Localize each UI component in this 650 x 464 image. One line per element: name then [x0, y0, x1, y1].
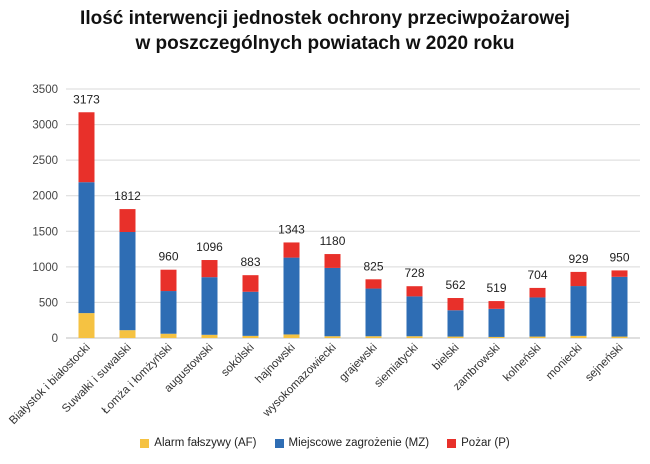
bar-segment	[365, 279, 382, 289]
bar-segment	[365, 288, 382, 337]
y-tick-label: 3000	[32, 120, 58, 132]
bar-segment	[406, 296, 423, 337]
bar-segment	[201, 260, 218, 278]
data-label-total: 883	[240, 255, 260, 269]
x-tick-label: kolneński	[501, 342, 543, 384]
bar-segment	[119, 231, 136, 331]
bar-segment	[119, 330, 136, 338]
bar-segment	[160, 269, 177, 292]
y-tick-label: 3500	[32, 84, 58, 96]
bar-segment	[324, 267, 341, 337]
bar-segment	[447, 298, 464, 311]
chart-title: Ilość interwencji jednostek ochrony prze…	[0, 6, 650, 56]
data-label-total: 929	[568, 252, 588, 266]
data-label-total: 519	[486, 281, 506, 295]
x-tick-label: moniecki	[544, 342, 585, 383]
bar-segment	[570, 286, 587, 336]
data-label-total: 1096	[196, 240, 223, 254]
x-tick-label: siemiatycki	[372, 342, 420, 390]
data-label-total: 960	[158, 250, 178, 264]
bar-segment	[283, 257, 300, 335]
chart-title-line1: Ilość interwencji jednostek ochrony prze…	[80, 8, 570, 29]
bar-segment	[611, 270, 628, 277]
x-tick-label: hajnowski	[253, 342, 297, 386]
bar-segment	[529, 336, 546, 338]
bar-segment	[570, 271, 587, 287]
data-label-total: 3173	[73, 92, 100, 106]
x-tick-label: sejneński	[583, 342, 625, 384]
bar-segment	[78, 112, 95, 183]
data-label-total: 950	[609, 250, 629, 264]
bar-segment	[119, 209, 136, 232]
legend-item: Pożar (P)	[447, 437, 510, 449]
legend-label: Miejscowe zagrożenie (MZ)	[288, 437, 430, 449]
legend-swatch	[140, 438, 150, 448]
bar-segment	[529, 287, 546, 298]
legend-swatch	[447, 438, 457, 448]
data-label-total: 1343	[278, 222, 305, 236]
data-label-total: 1180	[320, 234, 346, 248]
bar-segment	[324, 336, 341, 338]
bar-segment	[201, 277, 218, 335]
data-label-total: 704	[527, 268, 547, 282]
y-tick-label: 500	[39, 297, 58, 309]
legend-swatch	[274, 438, 284, 448]
bar-segment	[488, 301, 505, 309]
y-tick-label: 1000	[32, 262, 58, 274]
bar-segment	[78, 313, 95, 338]
bar-segment	[365, 336, 382, 338]
y-tick-label: 1500	[32, 226, 58, 238]
x-tick-label: bielski	[431, 342, 462, 373]
bar-segment	[570, 335, 587, 338]
bar-segment	[529, 297, 546, 337]
bar-segment	[201, 334, 218, 338]
data-label-total: 728	[404, 266, 424, 280]
legend-label: Pożar (P)	[461, 437, 510, 449]
bar-segment	[611, 276, 628, 337]
bar-segment	[160, 333, 177, 338]
x-tick-label: Białystok i białostocki	[7, 342, 92, 427]
bar-segment	[447, 336, 464, 338]
y-tick-label: 2500	[32, 155, 58, 167]
bar-segment	[406, 286, 423, 297]
bar-segment	[242, 275, 259, 292]
data-label-total: 825	[363, 259, 383, 273]
x-tick-label: wysokomazowiecki	[260, 342, 338, 420]
legend-item: Alarm fałszywy (AF)	[140, 437, 257, 449]
data-label-total: 562	[445, 278, 465, 292]
bar-segment	[160, 291, 177, 334]
legend-label: Alarm fałszywy (AF)	[154, 437, 257, 449]
bar-segment	[242, 335, 259, 338]
bar-segment	[611, 336, 628, 338]
bar-segment	[242, 291, 259, 336]
x-tick-label: grajewski	[337, 342, 379, 384]
bar-segment	[283, 242, 300, 258]
x-tick-label: Suwałki i suwalski	[60, 342, 134, 416]
legend-item: Miejscowe zagrożenie (MZ)	[274, 437, 430, 449]
x-tick-label: sokólski	[219, 342, 256, 379]
y-tick-label: 0	[52, 333, 58, 345]
bar-segment	[283, 334, 300, 338]
bar-segment	[447, 310, 464, 337]
data-label-total: 1812	[114, 189, 141, 203]
chart-title-line2: w poszczególnych powiatach w 2020 roku	[135, 33, 515, 54]
y-tick-label: 2000	[32, 191, 58, 203]
chart-legend: Alarm fałszywy (AF) Miejscowe zagrożenie …	[0, 437, 650, 449]
bar-segment	[488, 308, 505, 337]
bar-segment	[406, 336, 423, 338]
bar-segment	[488, 336, 505, 338]
bar-segment	[324, 254, 341, 268]
bar-segment	[78, 182, 95, 314]
x-tick-label: Łomża i łomżyński	[100, 342, 175, 417]
